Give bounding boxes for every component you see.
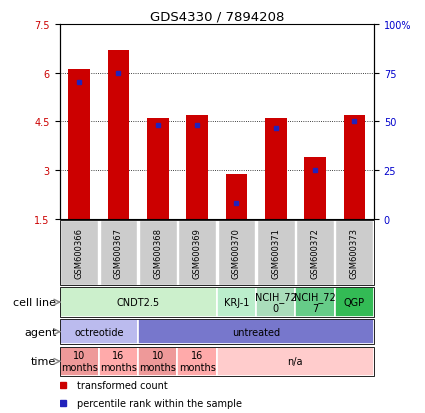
FancyBboxPatch shape (335, 221, 373, 285)
Text: n/a: n/a (288, 356, 303, 366)
FancyBboxPatch shape (178, 221, 216, 285)
Text: transformed count: transformed count (77, 380, 167, 390)
Text: time: time (31, 356, 57, 366)
Text: percentile rank within the sample: percentile rank within the sample (77, 398, 242, 408)
FancyBboxPatch shape (99, 221, 137, 285)
Text: GSM600369: GSM600369 (193, 228, 201, 278)
FancyBboxPatch shape (178, 347, 217, 376)
FancyBboxPatch shape (256, 288, 295, 317)
Text: 16
months: 16 months (178, 351, 215, 372)
Bar (186, 116, 208, 220)
Text: QGP: QGP (344, 297, 365, 307)
Text: 10
months: 10 months (61, 351, 98, 372)
Text: NCIH_72
0: NCIH_72 0 (255, 291, 297, 313)
Text: agent: agent (24, 327, 57, 337)
Text: KRJ-1: KRJ-1 (224, 297, 249, 307)
Bar (304, 158, 326, 220)
Bar (226, 174, 247, 220)
FancyBboxPatch shape (60, 221, 98, 285)
FancyBboxPatch shape (60, 347, 99, 376)
FancyBboxPatch shape (139, 221, 177, 285)
Text: GSM600371: GSM600371 (271, 228, 280, 278)
Title: GDS4330 / 7894208: GDS4330 / 7894208 (150, 11, 284, 24)
Text: NCIH_72
7: NCIH_72 7 (294, 291, 336, 313)
FancyBboxPatch shape (218, 221, 255, 285)
FancyBboxPatch shape (217, 288, 256, 317)
Bar (265, 119, 286, 220)
Bar (147, 119, 169, 220)
Text: GSM600368: GSM600368 (153, 228, 162, 278)
Text: GSM600367: GSM600367 (114, 228, 123, 278)
Text: octreotide: octreotide (74, 327, 124, 337)
FancyBboxPatch shape (257, 221, 295, 285)
Text: GSM600373: GSM600373 (350, 228, 359, 278)
Text: GSM600366: GSM600366 (75, 228, 84, 278)
FancyBboxPatch shape (138, 319, 374, 344)
Text: 16
months: 16 months (100, 351, 137, 372)
FancyBboxPatch shape (60, 288, 217, 317)
Text: GSM600372: GSM600372 (311, 228, 320, 278)
Text: CNDT2.5: CNDT2.5 (116, 297, 160, 307)
Bar (343, 116, 365, 220)
FancyBboxPatch shape (296, 221, 334, 285)
FancyBboxPatch shape (217, 347, 374, 376)
Text: GSM600370: GSM600370 (232, 228, 241, 278)
FancyBboxPatch shape (335, 288, 374, 317)
Text: 10
months: 10 months (139, 351, 176, 372)
Text: cell line: cell line (13, 297, 57, 307)
FancyBboxPatch shape (295, 288, 335, 317)
FancyBboxPatch shape (138, 347, 178, 376)
Text: untreated: untreated (232, 327, 280, 337)
FancyBboxPatch shape (60, 319, 138, 344)
Bar (68, 70, 90, 220)
Bar (108, 51, 129, 220)
FancyBboxPatch shape (99, 347, 138, 376)
